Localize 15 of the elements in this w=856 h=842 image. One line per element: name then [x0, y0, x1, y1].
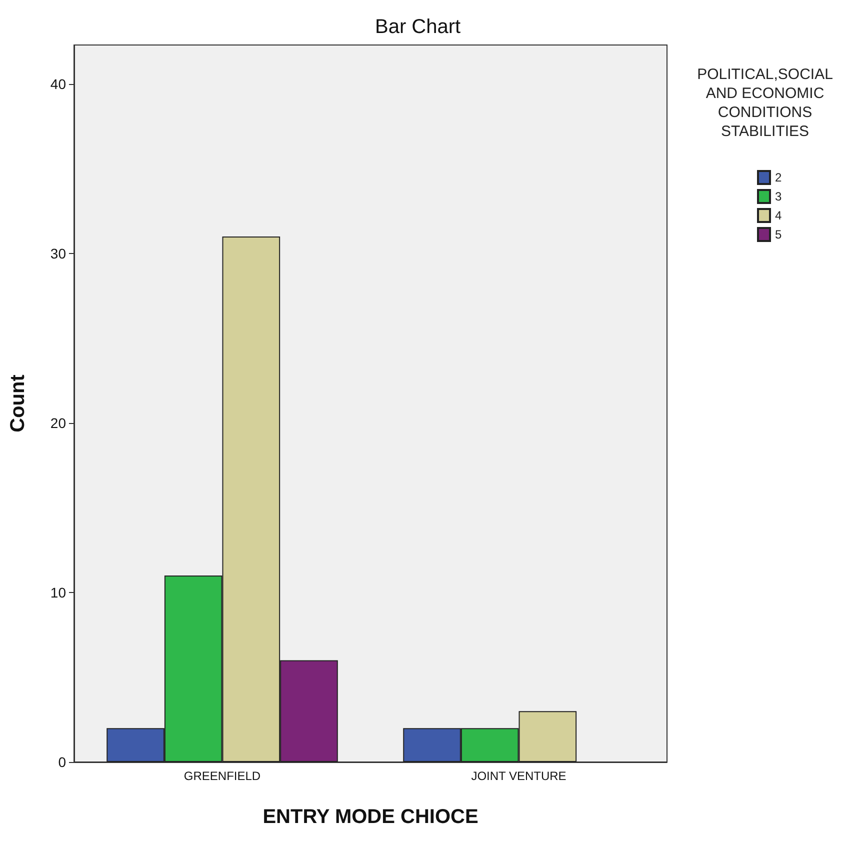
legend-title: POLITICAL,SOCIAL AND ECONOMIC CONDITIONS STABILITIES	[697, 66, 833, 140]
legend-label: 5	[775, 228, 782, 242]
legend-label: 2	[775, 170, 782, 184]
x-tick-label: JOINT VENTURE	[471, 769, 566, 783]
y-tick-label: 0	[58, 754, 66, 770]
legend-label: 3	[775, 190, 782, 204]
y-tick-label: 10	[50, 584, 66, 600]
y-axis-title: Count	[7, 374, 29, 432]
x-tick-label: GREENFIELD	[184, 769, 261, 783]
chart-title: Bar Chart	[375, 16, 462, 38]
y-tick-label: 40	[50, 76, 66, 92]
x-axis-title: ENTRY MODE CHIOCE	[262, 806, 478, 828]
y-tick-label: 20	[50, 414, 66, 431]
y-tick-label: 30	[50, 245, 66, 262]
legend-label: 4	[775, 208, 782, 222]
